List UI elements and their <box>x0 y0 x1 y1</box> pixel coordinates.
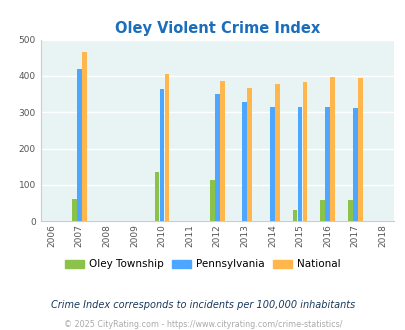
Bar <box>324 107 329 221</box>
Bar <box>247 88 252 221</box>
Bar <box>77 69 81 221</box>
Bar <box>242 102 247 221</box>
Bar <box>320 200 324 221</box>
Text: Crime Index corresponds to incidents per 100,000 inhabitants: Crime Index corresponds to incidents per… <box>51 300 354 310</box>
Bar <box>154 172 159 221</box>
Bar <box>357 78 362 221</box>
Bar <box>164 75 169 221</box>
Legend: Oley Township, Pennsylvania, National: Oley Township, Pennsylvania, National <box>61 255 344 274</box>
Text: © 2025 CityRating.com - https://www.cityrating.com/crime-statistics/: © 2025 CityRating.com - https://www.city… <box>64 319 341 329</box>
Bar <box>72 199 77 221</box>
Bar <box>274 84 279 221</box>
Bar <box>352 108 357 221</box>
Bar <box>347 200 352 221</box>
Bar <box>297 107 302 221</box>
Bar <box>159 89 164 221</box>
Bar <box>269 107 274 221</box>
Bar <box>82 51 86 221</box>
Bar <box>329 77 334 221</box>
Bar <box>214 94 219 221</box>
Title: Oley Violent Crime Index: Oley Violent Crime Index <box>114 21 319 36</box>
Bar <box>302 82 307 221</box>
Bar <box>219 81 224 221</box>
Bar <box>209 180 214 221</box>
Bar <box>292 210 296 221</box>
